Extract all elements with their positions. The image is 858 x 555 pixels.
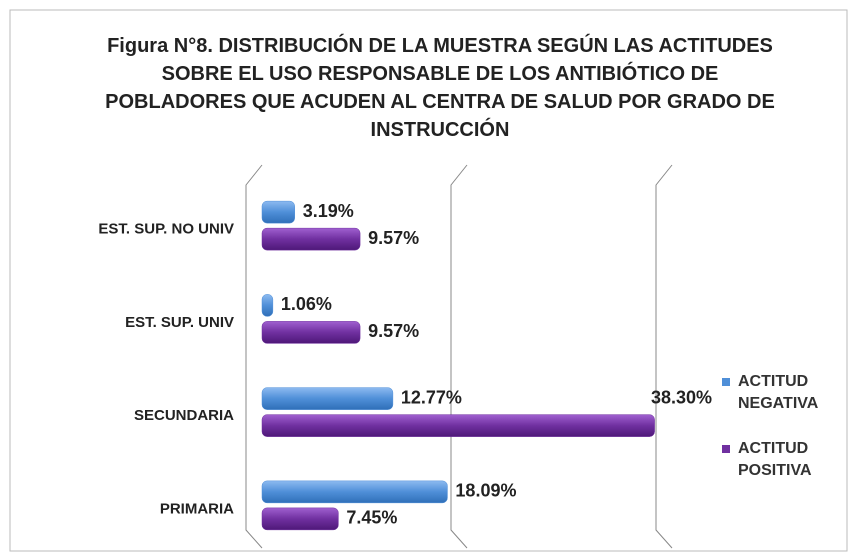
bar [261,414,655,437]
legend-label: ACTITUD NEGATIVA [738,373,819,412]
y-tick-label: EST. SUP. UNIV [125,314,234,331]
y-tick-label: EST. SUP. NO UNIV [98,221,234,238]
y-tick-label: PRIMARIA [160,500,234,517]
data-label: 9.57% [368,228,419,248]
y-tick-label: SECUNDARIA [134,407,234,424]
data-label: 12.77% [401,387,462,407]
chart-title: Figura N°8. DISTRIBUCIÓN DE LA MUESTRA S… [105,35,775,141]
grid-line [655,164,673,549]
bar [261,321,361,344]
legend-label: ACTITUD POSITIVA [738,440,812,479]
legend-swatch [722,445,730,453]
bar [261,294,274,317]
legend-swatch [722,378,730,386]
legend-item: ACTITUD POSITIVA [722,438,842,482]
chart-border [9,9,848,552]
bar [261,227,361,251]
bar [261,387,394,410]
bar [261,200,295,224]
data-label: 1.06% [281,294,332,314]
data-label: 9.57% [368,321,419,341]
grid-line [245,164,263,549]
data-label: 7.45% [346,508,397,528]
data-label: 38.30% [651,387,712,407]
data-label: 18.09% [455,481,516,501]
data-label: 3.19% [303,201,354,221]
bar [261,480,448,504]
grid-line [450,164,468,549]
bar [261,507,339,531]
legend-item: ACTITUD NEGATIVA [722,371,842,415]
